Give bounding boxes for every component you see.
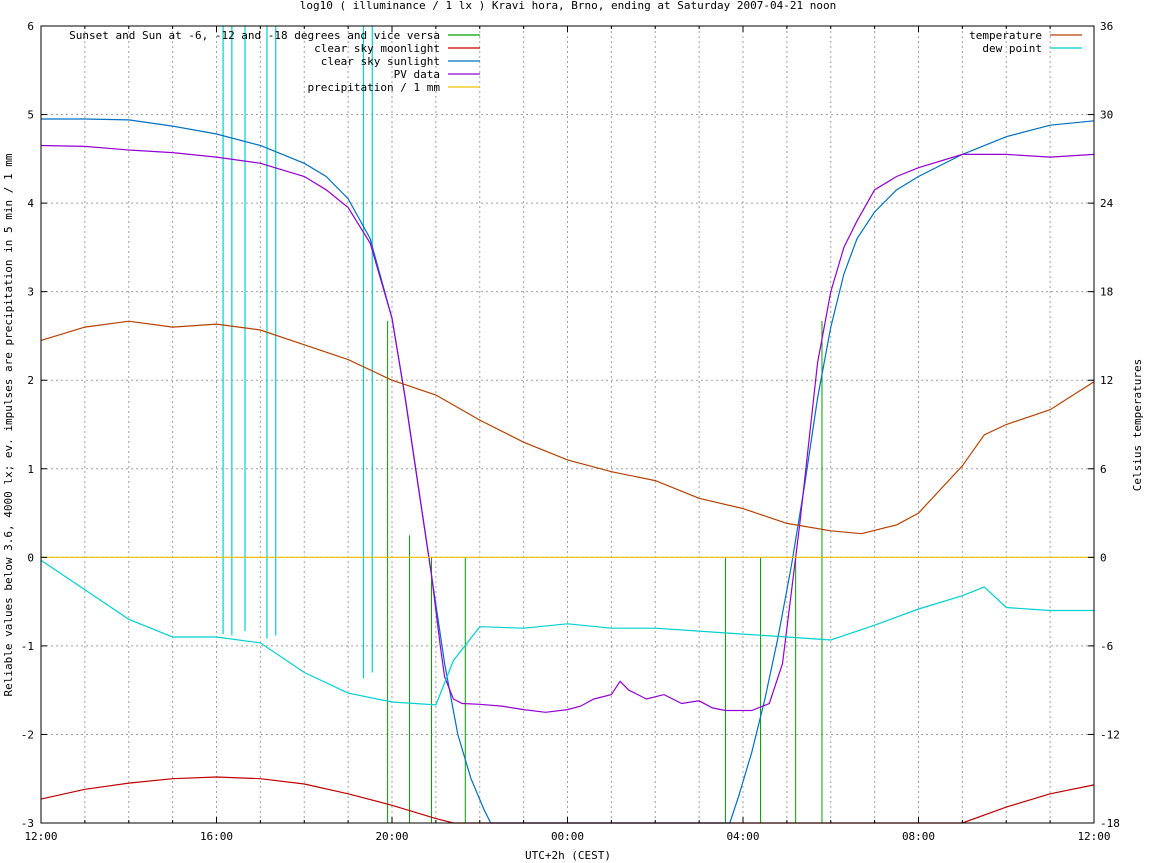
temperature-line (40, 320, 1095, 535)
y2-tick-label: 30 (1100, 109, 1113, 122)
legend-left-label: clear sky sunlight (321, 55, 440, 68)
y-tick-label: 0 (27, 551, 34, 564)
y2-tick-label: 6 (1100, 463, 1107, 476)
x-tick-label: 12:00 (24, 830, 57, 843)
y-tick-label: 1 (27, 463, 34, 476)
y-tick-label: 3 (27, 286, 34, 299)
y-tick-label: 5 (27, 109, 34, 122)
plot-frame (40, 25, 1095, 824)
legend-left-label: clear sky moonlight (314, 42, 440, 55)
legend-right-label: dew point (982, 42, 1042, 55)
y2-tick-label: -18 (1100, 817, 1120, 830)
y-tick-label: -1 (21, 640, 34, 653)
series-layer (40, 26, 1095, 824)
axis-ticks: 12:00 16:00 20:00 00:00 04:00 08:00 12:00-3-2-… (21, 20, 1120, 843)
y-tick-label: 2 (27, 374, 34, 387)
y2-tick-label: -6 (1100, 640, 1113, 653)
dew-point-line (40, 559, 1094, 706)
y-tick-label: 6 (27, 20, 34, 33)
y2-tick-label: -12 (1100, 728, 1120, 741)
clear-sky-moonlight-line (40, 776, 1095, 824)
pv-data-line (40, 144, 1095, 713)
x-axis-label: UTC+2h (CEST) (525, 849, 611, 862)
x-tick-label: 12:00 (1077, 830, 1110, 843)
x-tick-label: 00:00 (551, 830, 584, 843)
x-tick-label: 04:00 (726, 830, 759, 843)
y2-axis-label: Celsius temperatures (1131, 359, 1144, 491)
chart-title: log10 ( illuminance / 1 lx ) Kravi hora,… (300, 0, 836, 12)
legend-left-label: Sunset and Sun at -6, -12 and -18 degree… (69, 29, 440, 42)
y-tick-label: -2 (21, 728, 34, 741)
legend: Sunset and Sun at -6, -12 and -18 degree… (69, 29, 1082, 94)
legend-right-label: temperature (969, 29, 1042, 42)
y-axis-label: Reliable values below 3.6, 4000 lx; ev. … (2, 153, 15, 696)
y2-tick-label: 18 (1100, 286, 1113, 299)
grid-lines (41, 26, 1094, 823)
x-tick-label: 08:00 (902, 830, 935, 843)
x-tick-label: 20:00 (375, 830, 408, 843)
y2-tick-label: 36 (1100, 20, 1113, 33)
legend-left-label: precipitation / 1 mm (308, 81, 441, 94)
y2-tick-label: 12 (1100, 374, 1113, 387)
legend-left-label: PV data (394, 68, 440, 81)
y-tick-label: 4 (27, 197, 34, 210)
y2-tick-label: 0 (1100, 551, 1107, 564)
y2-tick-label: 24 (1100, 197, 1114, 210)
y-tick-label: -3 (21, 817, 34, 830)
x-tick-label: 16:00 (200, 830, 233, 843)
